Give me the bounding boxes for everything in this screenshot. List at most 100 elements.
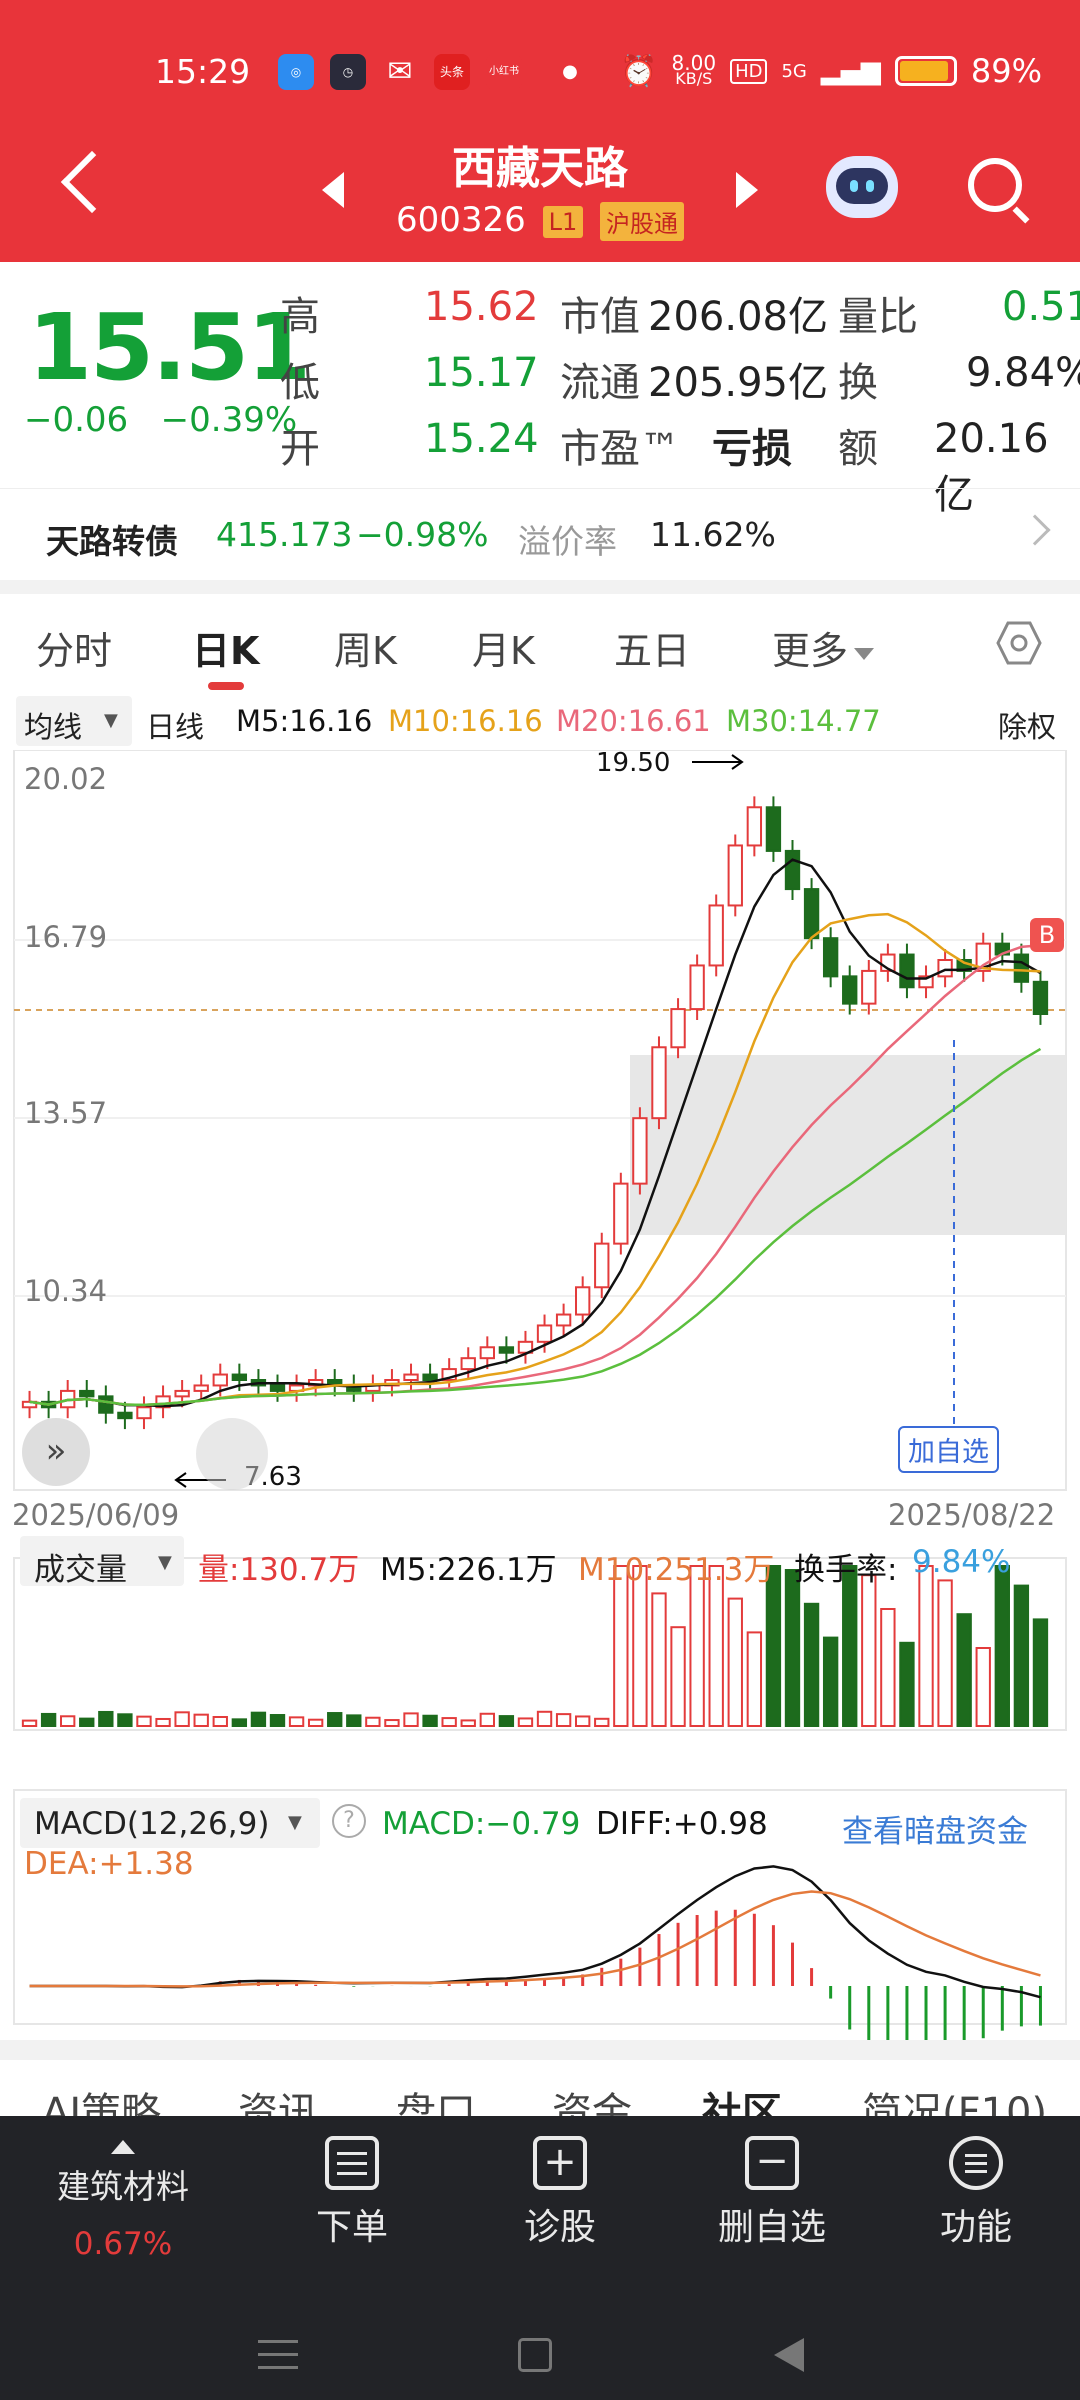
- settings-hex-icon[interactable]: [996, 620, 1042, 666]
- macd-selector[interactable]: [20, 1798, 320, 1848]
- order-label: 下单: [315, 2207, 388, 2248]
- support-zone: [630, 1055, 1066, 1235]
- function-button[interactable]: 功能: [924, 2136, 1028, 2250]
- candle-body: [79, 1389, 95, 1398]
- sector-button[interactable]: 建筑材料 0.67%: [46, 2140, 200, 2262]
- convertible-bond-row[interactable]: 天路转债 415.173 −0.98% 溢价率 11.62%: [0, 488, 1080, 580]
- float-value: 205.95亿: [648, 360, 828, 406]
- clock-app-icon: ◷: [330, 54, 366, 90]
- remove-watchlist-button[interactable]: − 删自选: [712, 2136, 832, 2250]
- tab-daily[interactable]: 日K: [192, 629, 260, 673]
- volume-bar: [765, 1565, 782, 1727]
- candle-body: [708, 904, 724, 967]
- volume-selector[interactable]: [20, 1536, 184, 1586]
- chevron-down-icon: ▼: [288, 1812, 302, 1833]
- volume-bar: [956, 1613, 972, 1728]
- signal-5g: 5G: [781, 60, 807, 82]
- tab-more[interactable]: 更多: [772, 620, 875, 675]
- hd-badge: HD: [730, 58, 768, 84]
- volume-bar: [937, 1579, 953, 1728]
- candle-body: [117, 1411, 133, 1420]
- status-time: 15:29: [155, 52, 251, 91]
- bond-price: 415.173: [216, 515, 353, 554]
- y-tick-label: 10.34: [24, 1274, 108, 1308]
- volume-bar: [708, 1565, 724, 1727]
- candle-body: [422, 1373, 438, 1382]
- ai-robot-icon[interactable]: [826, 156, 898, 218]
- start-date: 2025/06/09: [12, 1498, 180, 1532]
- volume-bar: [498, 1715, 515, 1727]
- chevron-down-icon: ▼: [158, 1552, 172, 1573]
- candle-body: [460, 1357, 476, 1371]
- volume-bar: [803, 1602, 820, 1727]
- section-divider: [0, 2040, 1080, 2060]
- buy-marker[interactable]: B: [1030, 918, 1064, 952]
- document-icon: [325, 2136, 379, 2190]
- bottom-toolbar: 建筑材料 0.67% 下单 + 诊股 − 删自选 功能: [0, 2116, 1080, 2400]
- help-icon[interactable]: ?: [332, 1804, 366, 1838]
- bond-premium-label: 溢价率: [518, 522, 617, 561]
- volume-bar: [98, 1710, 114, 1728]
- diagnose-button[interactable]: + 诊股: [508, 2136, 612, 2250]
- volume-bar: [517, 1717, 534, 1728]
- volume-bar: [1013, 1584, 1030, 1727]
- order-button[interactable]: 下单: [300, 2136, 404, 2250]
- chevron-right-icon: [1019, 514, 1051, 546]
- next-stock-icon[interactable]: [736, 172, 758, 208]
- candle-body: [575, 1286, 591, 1316]
- volume-bar: [899, 1641, 915, 1727]
- caret-up-icon: [111, 2140, 135, 2154]
- kline-svg[interactable]: [0, 749, 1080, 2056]
- candle-body: [498, 1346, 515, 1354]
- ma-selector[interactable]: [16, 696, 132, 746]
- candle-body: [403, 1373, 419, 1382]
- toutiao-app-icon: 头条: [434, 54, 470, 90]
- diagnose-label: 诊股: [523, 2207, 596, 2248]
- volume-bar: [861, 1574, 877, 1728]
- last-price: 15.51: [28, 294, 311, 401]
- chevron-down-icon: ▼: [104, 710, 118, 731]
- high-arrow-icon: [692, 754, 744, 770]
- high-mark-label: 19.50: [596, 748, 671, 778]
- candle-body: [918, 975, 934, 989]
- prev-stock-icon[interactable]: [322, 172, 344, 208]
- tab-monthly[interactable]: 月K: [472, 629, 535, 673]
- adjust-button[interactable]: 除权: [998, 710, 1057, 744]
- tab-five-day[interactable]: 五日: [614, 629, 691, 673]
- volume-bar: [21, 1719, 38, 1727]
- expand-chevrons-icon[interactable]: »: [22, 1418, 90, 1486]
- volume-bar: [842, 1565, 858, 1727]
- volume-bar: [822, 1636, 839, 1727]
- candle-body: [479, 1346, 495, 1360]
- volume-bar: [384, 1719, 400, 1727]
- candle-body: [822, 937, 839, 978]
- back-nav-icon[interactable]: [774, 2338, 804, 2372]
- kline-chart-area[interactable]: 20.02 16.79 13.57 10.34 19.50 7.63 2025/…: [0, 748, 1080, 2056]
- add-watchlist-button[interactable]: 加自选: [898, 1426, 999, 1473]
- tab-weekly[interactable]: 周K: [334, 629, 397, 673]
- turn-label: 换: [838, 360, 878, 406]
- home-nav-icon[interactable]: [518, 2338, 552, 2372]
- volume-bar: [346, 1714, 362, 1728]
- volume-bar: [994, 1565, 1010, 1727]
- search-icon[interactable]: [968, 158, 1022, 212]
- minus-box-icon: −: [745, 2136, 799, 2190]
- dea-line: [29, 1890, 1041, 1988]
- candle-body: [765, 806, 782, 852]
- sector-change: 0.67%: [73, 2226, 173, 2262]
- dark-pool-link[interactable]: 查看暗盘资金: [842, 1814, 1028, 1850]
- menu-nav-icon[interactable]: [258, 2334, 298, 2374]
- volume-bar: [269, 1714, 286, 1728]
- function-label: 功能: [939, 2207, 1012, 2248]
- amt-value: 20.16亿: [934, 416, 1049, 518]
- y-tick-label: 20.02: [24, 762, 108, 796]
- candle-body: [193, 1384, 209, 1392]
- pe-label: 市盈™: [560, 426, 680, 472]
- change-value: −0.06: [24, 400, 129, 440]
- candle-body: [746, 806, 763, 847]
- crosshair-handle[interactable]: [196, 1418, 268, 1490]
- wechat-icon: ✉: [387, 54, 413, 89]
- tab-intraday[interactable]: 分时: [36, 629, 113, 673]
- y-tick-label: 16.79: [24, 920, 108, 954]
- net-speed-value: 8.00: [671, 51, 717, 75]
